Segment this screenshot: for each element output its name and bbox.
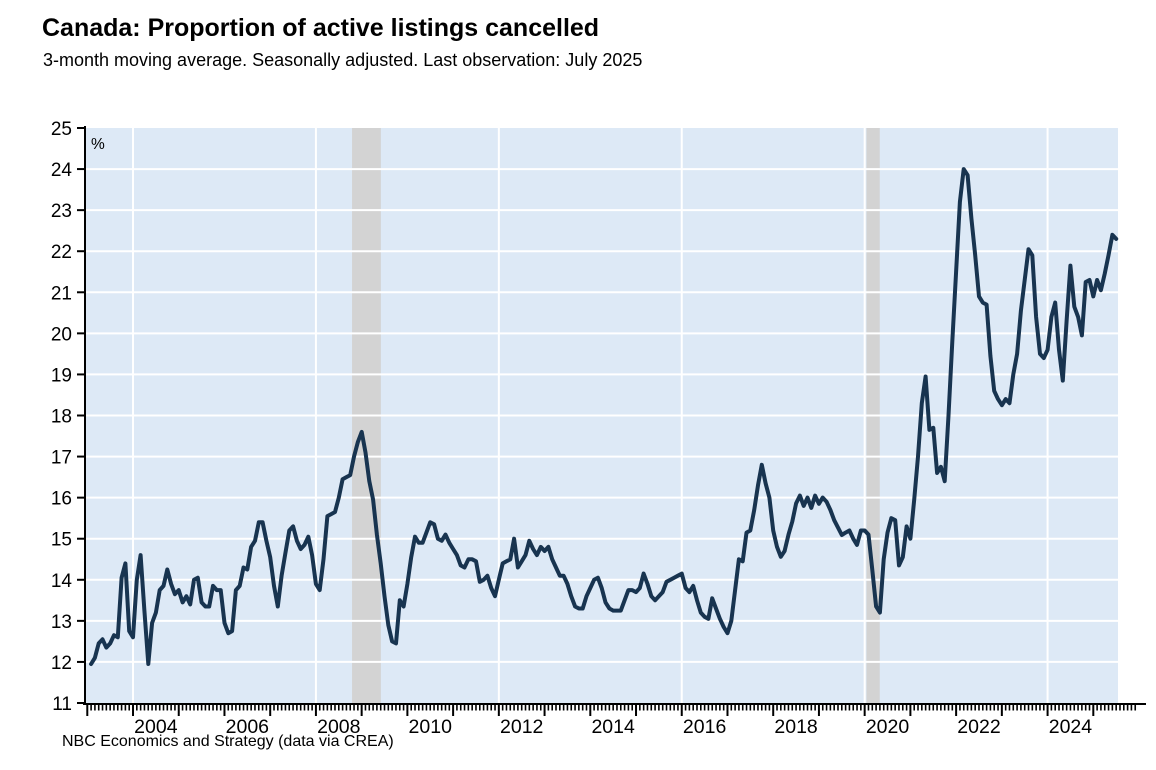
x-tick-label: 2024 [1049,716,1093,738]
y-tick-label: 13 [51,612,72,633]
y-tick-label: 20 [51,324,72,345]
x-tick-label: 2014 [591,716,635,738]
data-line [89,167,1119,666]
chart-subtitle: 3-month moving average. Seasonally adjus… [43,50,643,70]
y-tick-label: 14 [51,571,73,592]
y-tick-label: 17 [51,448,72,469]
source-note: NBC Economics and Strategy (data via CRE… [62,733,394,750]
x-tick-label: 2016 [683,716,726,738]
y-tick-label: 19 [51,365,72,386]
x-tick-label: 2010 [409,716,453,738]
y-tick-label: 16 [51,489,72,510]
y-tick-label: 12 [51,653,72,674]
x-tick-label: 2022 [957,716,1000,738]
x-tick-label: 2006 [226,716,269,738]
x-tick-label: 2008 [317,716,360,738]
y-tick-label: 23 [51,201,72,222]
y-tick-label: 24 [51,160,73,181]
y-tick-label: 21 [51,283,72,304]
y-tick-label: 25 [51,119,72,140]
y-tick-label: 11 [52,694,72,715]
x-tick-label: 2020 [866,716,910,738]
page-title: Canada: Proportion of active listings ca… [42,14,600,42]
x-tick-label: 2012 [500,716,543,738]
y-axis-unit-label: % [91,136,105,153]
y-tick-label: 18 [51,407,72,428]
y-tick-label: 15 [51,530,72,551]
y-tick-label: 22 [51,242,72,263]
x-tick-label: 2018 [774,716,817,738]
x-tick-label: 2004 [134,716,178,738]
